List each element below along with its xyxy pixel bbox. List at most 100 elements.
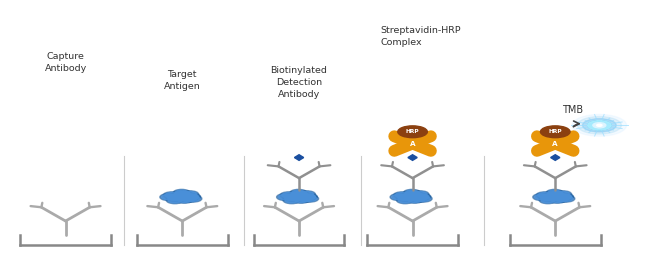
Circle shape <box>402 195 415 201</box>
Circle shape <box>558 194 571 200</box>
Circle shape <box>183 192 197 197</box>
Circle shape <box>541 198 554 203</box>
Circle shape <box>168 193 186 200</box>
Circle shape <box>291 193 309 200</box>
Circle shape <box>405 193 422 200</box>
Circle shape <box>396 197 414 204</box>
Circle shape <box>548 191 565 198</box>
Circle shape <box>398 198 412 203</box>
Circle shape <box>401 195 415 200</box>
Circle shape <box>395 193 409 198</box>
Circle shape <box>402 193 420 200</box>
Text: HRP: HRP <box>406 129 419 134</box>
Circle shape <box>301 195 318 202</box>
Circle shape <box>187 196 200 201</box>
Circle shape <box>558 194 571 199</box>
Circle shape <box>545 191 562 198</box>
Circle shape <box>536 192 554 199</box>
Circle shape <box>408 197 421 203</box>
Circle shape <box>558 195 575 202</box>
Circle shape <box>572 114 627 136</box>
Circle shape <box>176 194 194 201</box>
Circle shape <box>393 192 411 199</box>
Circle shape <box>174 194 188 199</box>
Circle shape <box>533 194 550 200</box>
Circle shape <box>390 194 408 200</box>
Circle shape <box>549 194 567 201</box>
Circle shape <box>183 194 200 201</box>
Circle shape <box>408 192 422 198</box>
Circle shape <box>398 126 427 138</box>
Circle shape <box>406 196 423 203</box>
Circle shape <box>541 195 554 201</box>
Circle shape <box>174 192 188 197</box>
Circle shape <box>172 191 190 198</box>
Circle shape <box>181 191 199 198</box>
Circle shape <box>169 194 187 201</box>
Circle shape <box>185 195 202 202</box>
Circle shape <box>185 194 198 200</box>
Circle shape <box>552 195 570 202</box>
Text: A: A <box>410 141 415 147</box>
Circle shape <box>582 119 616 132</box>
Circle shape <box>289 193 306 200</box>
Circle shape <box>543 194 557 199</box>
Circle shape <box>277 194 294 200</box>
Circle shape <box>285 193 303 200</box>
Circle shape <box>407 194 420 199</box>
Circle shape <box>298 191 315 198</box>
Circle shape <box>402 191 420 198</box>
Circle shape <box>292 196 310 203</box>
Circle shape <box>177 194 190 199</box>
Circle shape <box>417 196 430 201</box>
Circle shape <box>279 194 292 200</box>
Circle shape <box>415 194 428 200</box>
Circle shape <box>163 192 181 199</box>
Circle shape <box>547 194 560 199</box>
Circle shape <box>540 126 570 138</box>
Circle shape <box>166 197 183 204</box>
Circle shape <box>409 195 422 200</box>
Circle shape <box>177 192 190 197</box>
Circle shape <box>296 195 314 202</box>
Circle shape <box>175 190 188 196</box>
Circle shape <box>542 194 559 201</box>
Circle shape <box>295 192 308 198</box>
Circle shape <box>410 195 428 202</box>
Polygon shape <box>408 155 417 160</box>
Circle shape <box>287 194 301 199</box>
Circle shape <box>413 193 431 200</box>
Circle shape <box>588 121 611 130</box>
Circle shape <box>295 195 309 200</box>
Circle shape <box>175 193 192 200</box>
Circle shape <box>556 194 573 201</box>
Circle shape <box>577 116 621 134</box>
Circle shape <box>303 196 317 201</box>
Circle shape <box>548 190 562 196</box>
Circle shape <box>588 121 611 130</box>
Circle shape <box>545 140 565 147</box>
Circle shape <box>280 192 297 199</box>
Circle shape <box>412 196 426 202</box>
Circle shape <box>168 198 181 203</box>
Circle shape <box>546 189 564 196</box>
Circle shape <box>413 192 427 197</box>
Circle shape <box>545 195 558 201</box>
Text: HRP: HRP <box>549 129 562 134</box>
Circle shape <box>415 194 429 199</box>
Circle shape <box>171 195 185 200</box>
Circle shape <box>285 198 298 203</box>
Circle shape <box>541 193 559 200</box>
Circle shape <box>185 194 198 199</box>
Circle shape <box>176 191 194 198</box>
Circle shape <box>300 193 317 200</box>
Circle shape <box>554 191 571 198</box>
Circle shape <box>406 191 424 198</box>
Circle shape <box>292 190 305 196</box>
Circle shape <box>544 195 557 200</box>
Circle shape <box>288 195 301 200</box>
Circle shape <box>183 193 201 200</box>
Circle shape <box>289 195 302 201</box>
Circle shape <box>399 194 417 201</box>
Circle shape <box>172 195 185 201</box>
